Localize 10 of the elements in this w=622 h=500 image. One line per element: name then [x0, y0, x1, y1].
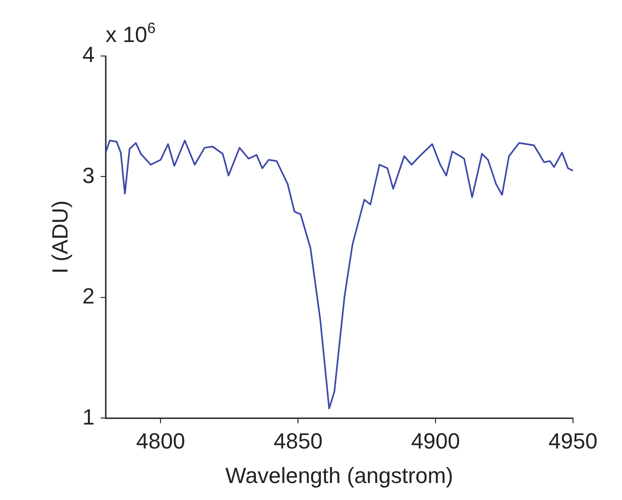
x-axis-title: Wavelength (angstrom)	[225, 462, 454, 488]
y-tick-label: 4	[82, 42, 95, 68]
x-tick-label: 4900	[411, 428, 460, 454]
y-tick-label: 3	[82, 162, 95, 188]
y-tick-label: 1	[82, 404, 95, 430]
y-axis-title: I (ADU)	[47, 200, 72, 274]
y-tick-label: 2	[82, 284, 95, 309]
x-tick-label: 4850	[274, 428, 323, 454]
x-tick-label: 4950	[548, 428, 598, 454]
x-tick-label: 4800	[136, 428, 186, 454]
